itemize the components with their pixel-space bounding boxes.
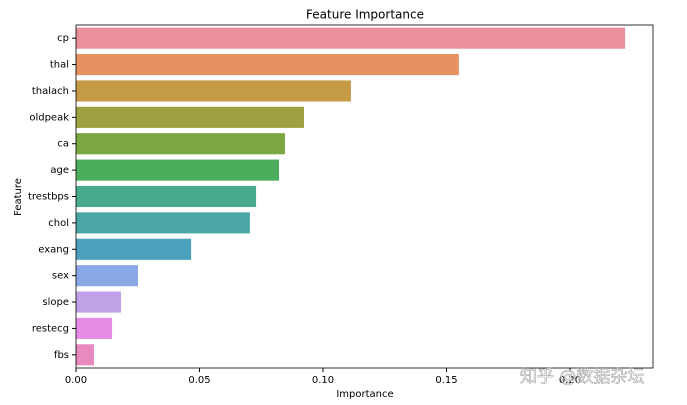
y-tick-label: thalach <box>32 86 69 97</box>
y-axis-label: Feature <box>13 178 24 216</box>
bar <box>76 54 459 76</box>
bar <box>76 185 257 208</box>
x-axis-label: Importance <box>336 389 393 400</box>
bar <box>76 291 121 313</box>
y-tick-label: cp <box>57 33 69 44</box>
bar <box>76 265 138 287</box>
bar <box>76 80 351 102</box>
bar <box>76 212 250 234</box>
y-tick-label: sex <box>52 271 69 282</box>
bar <box>76 27 626 49</box>
y-tick-label: trestbps <box>28 192 69 203</box>
x-tick-label: 0.20 <box>559 375 581 386</box>
x-tick-label: 0.15 <box>435 375 457 386</box>
bar <box>76 106 304 128</box>
chart-title: Feature Importance <box>306 8 424 22</box>
y-tick-label: chol <box>48 218 69 229</box>
y-tick-label: oldpeak <box>29 112 69 123</box>
x-tick-label: 0.05 <box>188 375 210 386</box>
y-tick-label: slope <box>42 297 69 308</box>
bar <box>76 344 95 366</box>
watermark: 知乎 @数据杂坛 <box>520 367 644 387</box>
bar <box>76 238 192 260</box>
bar <box>76 133 285 155</box>
y-tick-label: thal <box>50 60 69 71</box>
y-tick-label: exang <box>38 244 69 255</box>
x-tick-label: 0.00 <box>65 375 87 386</box>
x-tick-label: 0.10 <box>312 375 334 386</box>
bar <box>76 159 280 181</box>
y-tick-label: ca <box>57 139 69 150</box>
bar <box>76 317 113 339</box>
plot-frame <box>75 24 654 369</box>
y-tick-label: age <box>50 165 69 176</box>
y-tick-label: fbs <box>54 350 69 361</box>
y-tick-label: restecg <box>32 323 69 334</box>
